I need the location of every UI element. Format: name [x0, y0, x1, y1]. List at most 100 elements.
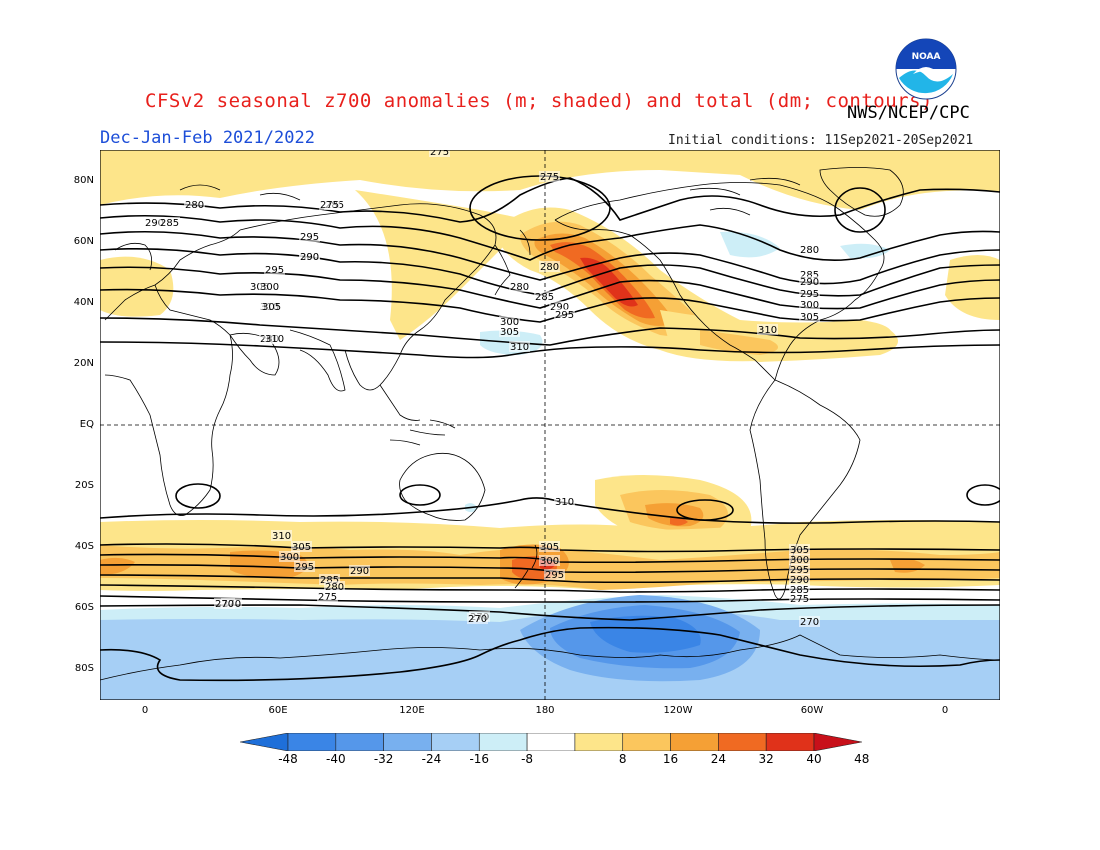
contour-label: 310	[510, 342, 529, 353]
contour-label: 305	[292, 542, 311, 553]
map-title: CFSv2 seasonal z700 anomalies (m; shaded…	[145, 90, 933, 112]
colorbar	[240, 733, 862, 751]
contour-label: 300	[540, 556, 559, 567]
colorbar-tick-label: -24	[421, 752, 442, 766]
contour-label: 305	[500, 327, 519, 338]
contour-label: 285	[800, 270, 819, 281]
reference-lines	[100, 150, 1000, 700]
height-contours	[100, 175, 1000, 682]
logo-text: NOAA	[912, 52, 941, 62]
contour-label: 290	[145, 218, 164, 229]
contour-label: 275	[790, 594, 809, 605]
contour-label: 305	[790, 545, 809, 556]
colorbar-swatch	[240, 733, 289, 751]
contour-labels: 2752802852902953003053102802752802852902…	[144, 150, 820, 628]
contour-label: 295	[545, 570, 564, 581]
colorbar-tick-label: -40	[326, 752, 346, 766]
contour-label: 300	[800, 300, 819, 311]
contour-label: 280	[185, 200, 204, 211]
lat-label-40s: 40S	[74, 541, 94, 552]
contour-label: 295	[300, 232, 319, 243]
contour-label: 310	[265, 334, 284, 345]
contour-label: 270	[468, 614, 487, 625]
lon-label-0: 0	[141, 705, 149, 716]
contour-label: 280	[540, 262, 559, 273]
colorbar-tick-label: -8	[521, 752, 534, 766]
season-label: Dec-Jan-Feb 2021/2022	[100, 128, 315, 148]
lat-label-80s: 80S	[74, 663, 94, 674]
colorbar-swatch	[478, 733, 528, 751]
contour-label: 285	[790, 585, 809, 596]
colorbar-tick-label: 40	[806, 752, 822, 766]
colorbar-swatch	[813, 733, 862, 751]
colorbar-swatch	[287, 733, 337, 751]
colorbar-swatch	[718, 733, 767, 751]
colorbar-swatch	[574, 733, 624, 751]
colorbar-tick-label: -32	[373, 752, 394, 766]
contour-label: 310	[272, 531, 291, 542]
colorbar-swatch	[526, 733, 576, 751]
colorbar-tick-label: 48	[854, 752, 870, 766]
colorbar-swatch	[335, 733, 384, 751]
agency-label: NWS/NCEP/CPC	[847, 103, 970, 123]
lat-label-20n: 20N	[73, 358, 94, 369]
contour-label: 285	[535, 292, 554, 303]
lat-label-40n: 40N	[73, 297, 94, 308]
lon-label-120w: 120W	[663, 705, 693, 716]
colorbar-swatch	[383, 733, 432, 751]
contour-label: 290	[800, 277, 819, 288]
contour-label: 270	[800, 617, 819, 628]
anomaly-map: 2752802852902953003053102802752802852902…	[100, 150, 1000, 700]
contour-label: 300	[280, 552, 299, 563]
contour-label: 295	[800, 289, 819, 300]
lon-label-0-east: 0	[941, 705, 949, 716]
contour-label: 310	[555, 497, 574, 508]
lon-label-180: 180	[535, 705, 555, 716]
colorbar-tick-label: 8	[618, 752, 627, 766]
noaa-logo: NOAA	[895, 38, 957, 100]
initial-conditions-label: Initial conditions: 11Sep2021-20Sep2021	[668, 133, 974, 148]
colorbar-swatch	[670, 733, 719, 751]
contour-label: 305	[262, 302, 281, 313]
contour-label: 275	[430, 150, 449, 158]
lat-label-60s: 60S	[74, 602, 94, 613]
contour-label: 285	[320, 575, 339, 586]
contour-label: 295	[265, 265, 284, 276]
contour-label: 285	[160, 218, 179, 229]
colorbar-tick-label: -16	[469, 752, 490, 766]
contour-label: 280	[325, 582, 344, 593]
contour-label: 275	[540, 172, 559, 183]
lat-label-eq: EQ	[79, 419, 94, 430]
contour-label: 280	[510, 282, 529, 293]
contour-label: 280	[800, 245, 819, 256]
colorbar-tick-label: 16	[662, 752, 679, 766]
contour-label: 275	[320, 200, 339, 211]
colorbar-swatch	[431, 733, 480, 751]
contour-label: 295	[295, 562, 314, 573]
lon-label-60w: 60W	[800, 705, 824, 716]
lon-label-60e: 60E	[268, 705, 288, 716]
contour-label: 310	[758, 325, 777, 336]
contour-label: 295	[555, 310, 574, 321]
colorbar-swatch	[622, 733, 671, 751]
contour-label: 300	[260, 282, 279, 293]
contour-label: 295	[790, 565, 809, 576]
positive-anomaly-shading	[100, 150, 1000, 591]
contour-label: 290	[300, 252, 319, 263]
lat-label-80n: 80N	[73, 175, 94, 186]
contour-label: 305	[800, 312, 819, 323]
contour-label: 275	[318, 592, 337, 603]
lat-label-60n: 60N	[73, 236, 94, 247]
colorbar-tick-label: -48	[278, 752, 298, 766]
lat-label-20s: 20S	[74, 480, 94, 491]
contour-label: 300	[790, 555, 809, 566]
contour-label: 305	[540, 542, 559, 553]
lon-label-120e: 120E	[399, 705, 425, 716]
negative-anomaly-shading	[100, 231, 1000, 700]
contour-label: 290	[550, 302, 569, 313]
contour-label: 300	[500, 317, 519, 328]
contour-label: 290	[790, 575, 809, 586]
colorbar-tick-label: 24	[710, 752, 726, 766]
contour-label: 270	[215, 599, 234, 610]
contour-label: 290	[350, 566, 369, 577]
